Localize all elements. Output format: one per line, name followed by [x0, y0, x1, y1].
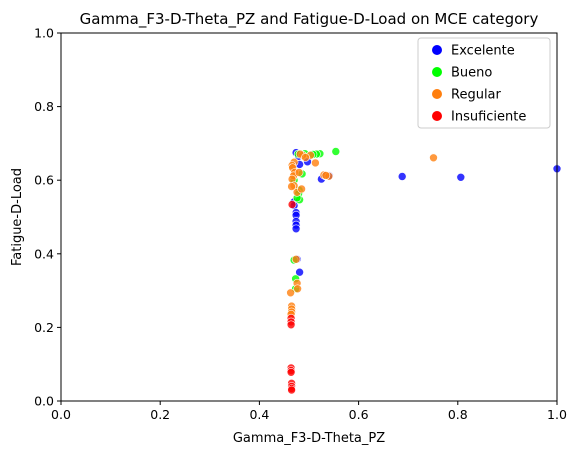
data-point-regular-22 [293, 284, 302, 294]
legend-marker-regular [432, 89, 442, 99]
x-tick-label: 1.0 [547, 407, 567, 422]
x-axis-label: Gamma_F3-D-Theta_PZ [233, 431, 385, 446]
y-axis-label: Fatigue-D-Load [10, 168, 25, 266]
x-tick-label: 0.6 [349, 407, 369, 422]
legend-label-insuficiente: Insuficiente [451, 110, 526, 125]
x-tick-label: 0.2 [150, 407, 170, 422]
data-point-regular-17 [287, 182, 296, 191]
data-point-insuficiente-10 [287, 385, 296, 395]
x-tick-label: 0.0 [51, 407, 71, 422]
data-point-regular-23 [286, 288, 295, 298]
data-point-regular-20 [291, 254, 301, 264]
data-point-excelente-11 [295, 267, 304, 277]
data-point-regular-11 [301, 153, 310, 162]
data-point-insuficiente-3 [286, 320, 296, 330]
legend-marker-insuficiente [432, 111, 442, 121]
x-axis-ticks: 0.0 0.2 0.4 0.6 0.8 1.0 [51, 401, 567, 422]
y-axis-ticks: 0.0 0.2 0.4 0.6 0.8 1.0 [34, 26, 61, 409]
chart-title: Gamma_F3-D-Theta_PZ and Fatigue-D-Load o… [80, 10, 539, 29]
data-point-regular-0 [429, 153, 438, 163]
y-tick-label: 0.2 [34, 320, 54, 335]
plot-points [286, 147, 562, 395]
legend-marker-bueno [432, 67, 442, 77]
data-point-excelente-9 [291, 224, 301, 234]
data-point-regular-19 [297, 184, 306, 194]
x-tick-label: 0.8 [448, 407, 468, 422]
y-tick-label: 0.0 [34, 394, 54, 409]
data-point-regular-10 [294, 168, 304, 177]
y-tick-label: 1.0 [34, 26, 54, 41]
legend: Excelente Bueno Regular Insuficiente [417, 37, 551, 129]
data-point-excelente-17 [456, 173, 466, 182]
data-point-regular-12 [311, 158, 320, 168]
data-point-insuficiente-6 [286, 367, 296, 377]
data-point-excelente-16 [397, 172, 407, 181]
legend-label-bueno: Bueno [451, 66, 492, 81]
data-point-regular-15 [321, 171, 331, 180]
data-point-insuficiente-0 [287, 200, 297, 209]
legend-label-excelente: Excelente [451, 44, 515, 59]
legend-marker-excelente [432, 45, 442, 55]
y-tick-label: 0.8 [34, 99, 54, 114]
legend-label-regular: Regular [451, 88, 502, 103]
y-tick-label: 0.4 [34, 246, 54, 261]
x-tick-label: 0.4 [249, 407, 269, 422]
data-point-bueno-0 [331, 147, 341, 156]
legend-box [417, 37, 551, 129]
plot-frame [60, 32, 558, 402]
y-tick-label: 0.6 [34, 173, 54, 188]
